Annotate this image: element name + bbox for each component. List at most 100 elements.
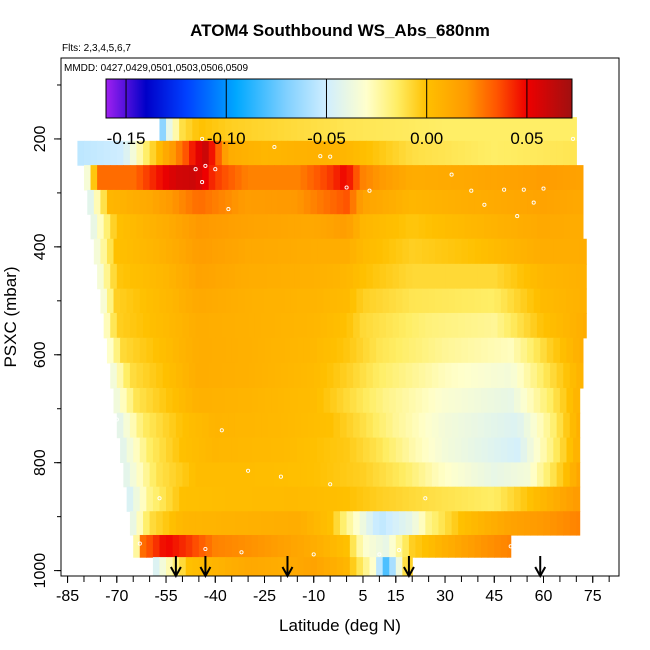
heatmap-cell [349,337,358,364]
heatmap-cell [428,288,436,314]
heatmap-cell [458,511,466,536]
heatmap-cell [110,263,118,290]
heatmap-cell [93,238,101,265]
heatmap-cell [523,165,531,191]
heatmap-cell [527,238,535,265]
heatmap-cell [234,362,243,389]
heatmap-cell [192,288,200,314]
heatmap-cell [218,288,226,314]
heatmap-cell [215,362,223,389]
heatmap-cell [563,214,571,240]
heatmap-cell [294,140,302,166]
colorbar-tick-label: -0.15 [107,129,146,148]
heatmap-cell [546,238,554,265]
heatmap-cell [451,511,459,536]
heatmap-cell [458,412,466,439]
heatmap-cell [284,288,292,314]
heatmap-cell [428,238,436,265]
heatmap-cell [179,387,187,414]
heatmap-cell [376,534,384,558]
colorbar-gradient [105,78,573,119]
heatmap-cell [297,117,305,142]
heatmap-cell [408,387,417,414]
heatmap-cell [175,312,184,339]
heatmap-cell [454,486,463,512]
heatmap-cell [166,387,174,414]
heatmap-cell [582,312,587,339]
heatmap-cell [569,214,577,240]
heatmap-cell [195,263,203,290]
heatmap-cell [431,511,440,536]
heatmap-cell [487,337,495,364]
heatmap-cell [225,486,233,512]
heatmap-cell [435,189,443,215]
heatmap-cell [320,263,328,290]
heatmap-cell [185,534,193,558]
heatmap-cell [513,387,522,414]
heatmap-cell [248,362,256,389]
heatmap-cell [340,511,348,536]
heatmap-cell [169,511,177,536]
y-axis: 200 400 600 800 1000 [32,84,61,588]
heatmap-cell [133,288,141,314]
heatmap-cell [422,238,430,265]
heatmap-cell [468,437,476,464]
heatmap-cell [359,511,367,536]
heatmap-cell [241,214,249,240]
heatmap-cell [320,214,328,240]
heatmap-cell [504,140,512,166]
heatmap-cell [254,511,262,536]
heatmap-cell [136,412,144,439]
heatmap-cell [408,534,417,558]
heatmap-cell [428,337,436,364]
heatmap-cell [497,462,505,488]
heatmap-cell [517,362,525,389]
heatmap-cell [392,165,400,191]
heatmap-cell [487,189,495,215]
heatmap-cell [399,165,407,191]
heatmap-cell [563,412,571,439]
heatmap-cell [280,165,289,191]
heatmap-cell [234,511,243,536]
sample-point [200,136,205,141]
heatmap-cell [244,238,252,265]
heatmap-cell [353,165,361,191]
heatmap-cell [330,387,338,414]
heatmap-cell [454,189,463,215]
heatmap-cell [205,486,213,512]
heatmap-cell [418,462,426,488]
heatmap-cell [474,238,482,265]
heatmap-cell [313,412,321,439]
heatmap-cell [573,337,581,364]
heatmap-cell [458,362,466,389]
heatmap-cell [527,486,535,512]
heatmap-cell [307,312,315,339]
heatmap-cell [156,462,164,488]
heatmap-cell [208,263,216,290]
heatmap-cell [83,165,92,191]
heatmap-cell [353,312,361,339]
heatmap-cell [576,362,584,389]
heatmap-cell [517,412,525,439]
heatmap-cell [221,214,229,240]
heatmap-cell [274,263,282,290]
heatmap-cell [435,486,443,512]
heatmap-cell [346,263,354,290]
y-tick-label: 600 [32,341,49,368]
heatmap-cell [215,263,223,290]
heatmap-cell [536,362,545,389]
heatmap-cell [320,412,328,439]
heatmap-cell [251,189,259,215]
heatmap-cell [415,486,423,512]
heatmap-cell [83,140,92,166]
heatmap-cell [477,263,486,290]
heatmap-cell [445,214,453,240]
heatmap-cell [504,362,512,389]
heatmap-cell [353,214,361,240]
heatmap-cell [536,462,545,488]
heatmap-cell [211,117,220,142]
heatmap-cell [392,511,400,536]
heatmap-cell [277,288,285,314]
heatmap-cell [179,557,187,576]
